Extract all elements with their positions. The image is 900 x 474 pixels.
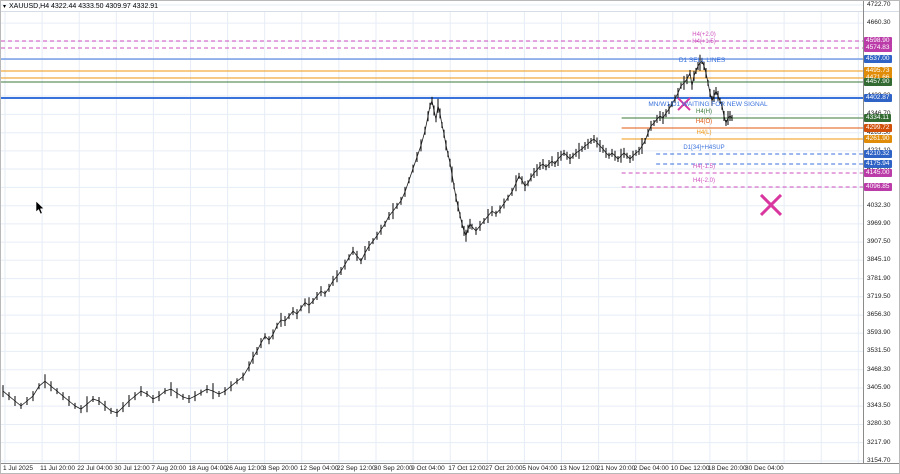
price-level-badge: 4145.00 — [864, 169, 892, 177]
price-axis-label: 3217.90 — [867, 438, 891, 446]
time-axis-label: 13 Nov 12:00 — [559, 465, 599, 472]
price-axis-label: 3845.10 — [867, 256, 891, 264]
time-axis-label: 18 Aug 04:00 — [188, 465, 227, 472]
price-axis-label: 3280.30 — [867, 420, 891, 428]
price-axis-label: 4283.50 — [867, 128, 891, 136]
time-axis-separator — [1, 463, 899, 464]
price-level-badge: 4210.32 — [864, 150, 892, 158]
price-level-badge: 4402.87 — [864, 94, 892, 102]
price-level-badge: 4495.73 — [864, 67, 892, 75]
plot-top-separator — [1, 11, 899, 12]
price-axis-label: 4158.70 — [867, 165, 891, 172]
time-axis-label: 17 Oct 12:00 — [448, 465, 486, 472]
time-axis-label: 30 Dec 04:00 — [745, 465, 784, 472]
price-axis-label: 3781.90 — [867, 274, 891, 282]
price-level-badge: 4299.72 — [864, 124, 892, 132]
price-axis-label: 3468.30 — [867, 365, 891, 373]
price-level-badge: 4537.00 — [864, 55, 892, 63]
time-axis-label: 30 Sep 20:00 — [374, 465, 413, 472]
time-axis-label: 27 Oct 20:00 — [485, 465, 523, 472]
price-series-bars — [2, 54, 733, 417]
price-axis-label: 3343.50 — [867, 402, 891, 410]
time-axis-label: 18 Dec 20:00 — [707, 465, 747, 472]
price-axis-label: 4660.30 — [867, 19, 891, 27]
price-level-label: H4(L) — [696, 130, 712, 136]
mouse-cursor — [35, 201, 45, 215]
price-axis-label: 3969.90 — [867, 219, 891, 227]
price-level-label: H4(+1.5) — [692, 39, 716, 45]
price-axis-label: 3154.70 — [867, 457, 891, 464]
price-level-badge: 4096.85 — [864, 183, 892, 191]
price-axis-label: 3656.30 — [867, 311, 891, 319]
x-mark[interactable] — [759, 193, 783, 217]
price-level-badge: 4334.11 — [864, 114, 892, 122]
time-axis-label: 30 Jul 12:00 — [114, 465, 150, 472]
time-axis-label: 22 Sep 12:00 — [336, 465, 376, 472]
chart-annotation-text: D1 SELL LINES — [678, 57, 726, 65]
price-axis[interactable]: 4598.904574.834537.004495.734471.664457.… — [864, 1, 899, 464]
price-axis-label: 3593.90 — [867, 329, 891, 337]
chart-title-bar: ▾ XAUUSD,H4 4322.44 4333.50 4309.97 4332… — [3, 2, 158, 11]
symbol-marker-icon: ▾ — [3, 3, 7, 10]
time-axis-label: 5 Nov 04:00 — [522, 465, 558, 472]
time-axis-label: 2 Dec 04:00 — [633, 465, 669, 472]
price-axis-separator — [863, 1, 864, 463]
time-axis[interactable]: 1 Jul 2025 11 Jul 20:00 22 Jul 04:00 30 Jul… — [1, 464, 899, 473]
chart-annotation-text: MN/W1/D1 WAITING FOR NEW SIGNAL — [648, 100, 768, 108]
price-level-label: D1[34]+H4SUP — [683, 145, 725, 151]
price-axis-label: 4722.70 — [867, 1, 891, 8]
price-level-label: H4(-1.5) — [692, 164, 716, 170]
price-level-label: H4(+2.0) — [692, 32, 716, 38]
price-axis-label: 3907.50 — [867, 238, 891, 246]
time-axis-label: 3 Sep 20:00 — [262, 465, 298, 472]
time-axis-label: 7 Aug 20:00 — [151, 465, 187, 472]
price-level-badge: 4261.90 — [864, 135, 892, 143]
time-axis-label: 22 Jul 04:00 — [77, 465, 113, 472]
time-axis-label: 12 Sep 04:00 — [299, 465, 339, 472]
symbol-ohlc-title: XAUUSD,H4 4322.44 4333.50 4309.97 4332.9… — [9, 3, 159, 10]
price-level-badge: 4574.83 — [864, 44, 892, 52]
price-level-badge: 4598.90 — [864, 37, 892, 45]
time-axis-label: 11 Jul 20:00 — [40, 465, 76, 472]
price-level-label: H4(O) — [695, 119, 713, 125]
time-axis-label: 21 Nov 20:00 — [596, 465, 636, 472]
price-axis-label: 3531.50 — [867, 347, 891, 355]
time-axis-label: 9 Oct 04:00 — [411, 465, 445, 472]
price-series-path — [2, 60, 733, 414]
time-axis-label: 10 Dec 12:00 — [670, 465, 710, 472]
price-level-label: H4(-2.0) — [692, 178, 716, 184]
price-axis-label: 4346.70 — [867, 110, 891, 117]
price-level-badge: 4457.90 — [864, 78, 892, 86]
price-axis-label: 3719.50 — [867, 292, 891, 300]
x-mark[interactable] — [677, 97, 691, 111]
price-axis-label: 3405.90 — [867, 383, 891, 391]
price-level-label: H4(H) — [696, 109, 712, 115]
price-axis-label: 4032.30 — [867, 201, 891, 209]
price-level-badge: 4175.94 — [864, 160, 892, 168]
time-axis-label: 26 Aug 12:00 — [225, 465, 264, 472]
time-axis-label: 1 Jul 2025 — [3, 465, 33, 472]
